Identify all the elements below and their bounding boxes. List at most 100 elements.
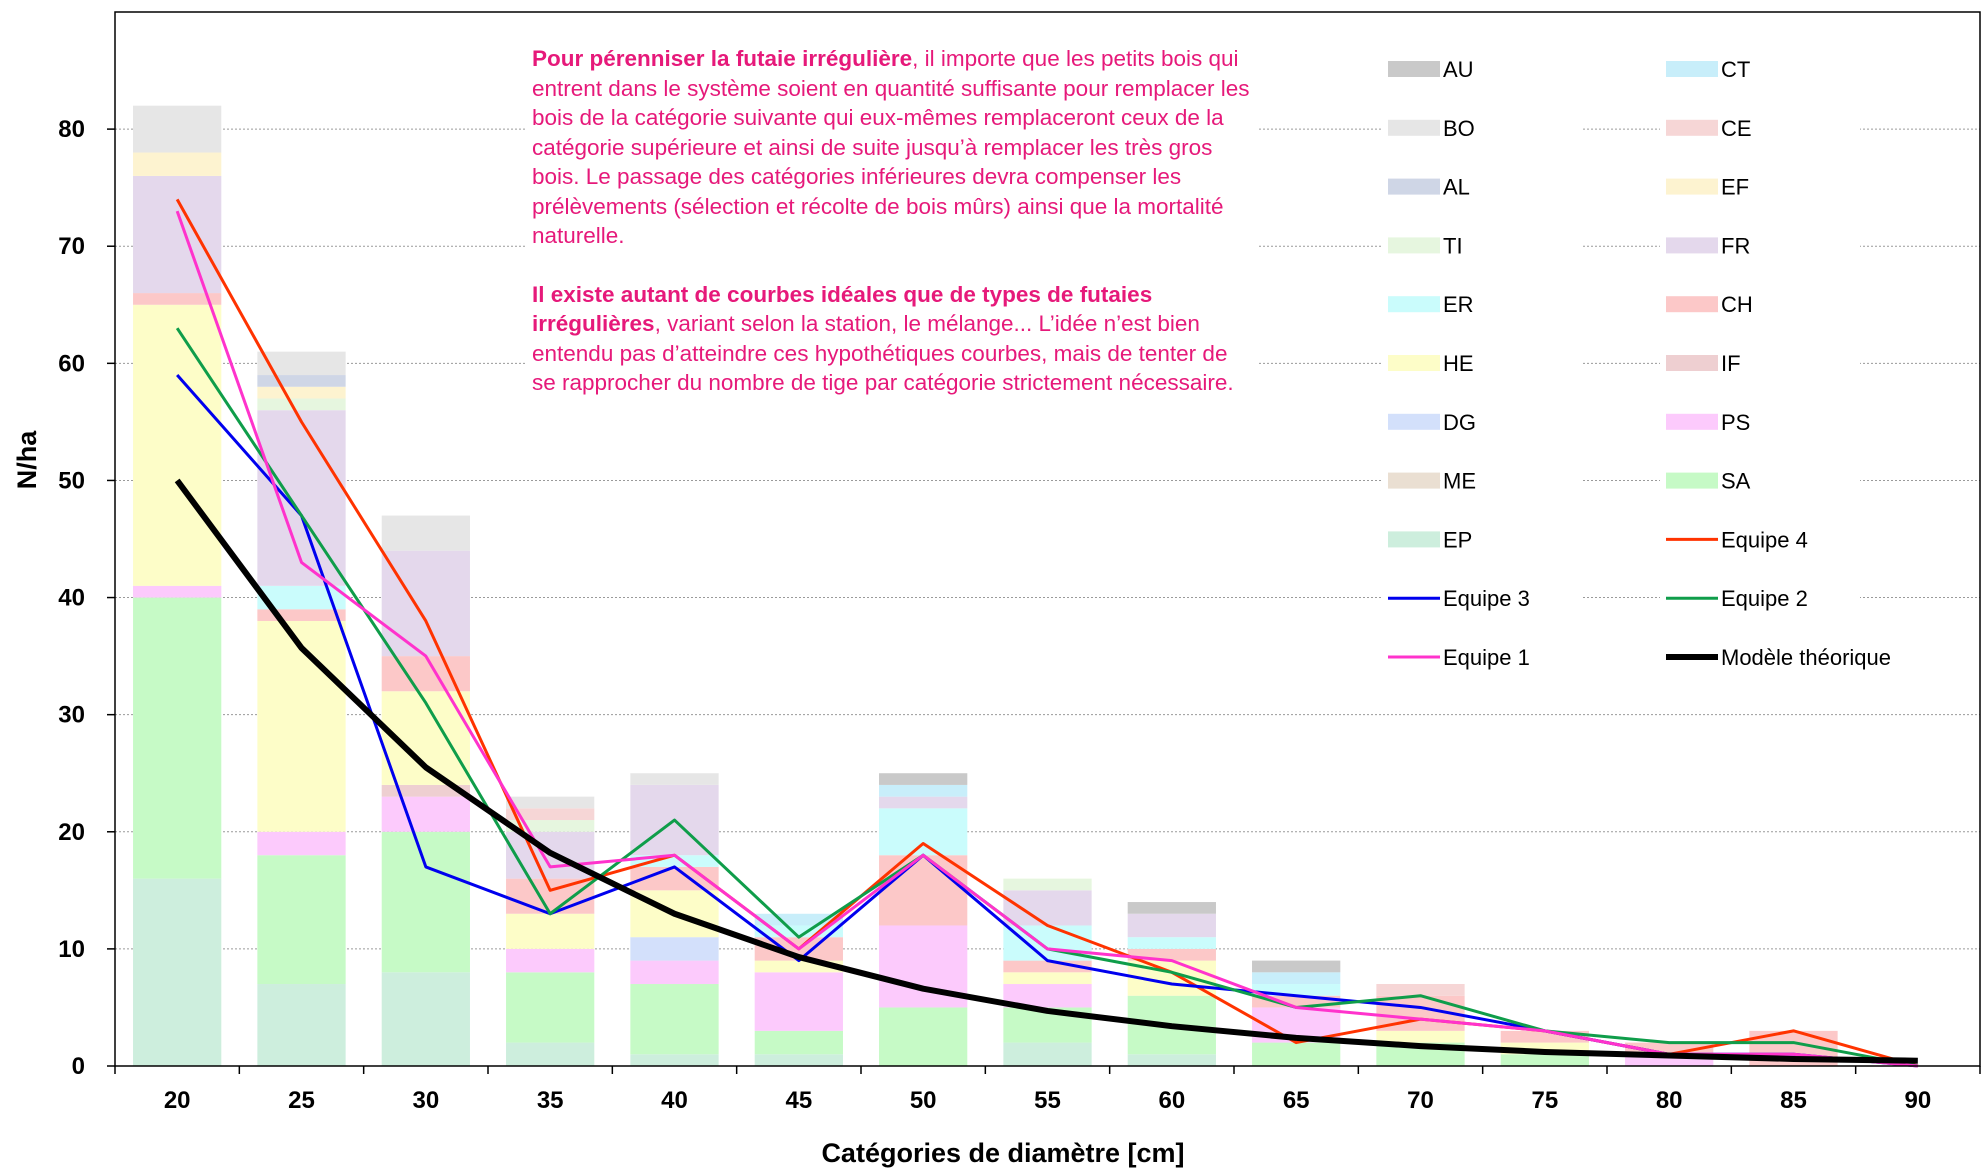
bar-segment-ep-60 (1127, 1054, 1216, 1066)
y-axis-title: N/ha (12, 430, 42, 489)
legend-swatch-ct (1666, 61, 1718, 77)
x-tick-label-65: 65 (1283, 1087, 1310, 1114)
axes: 0 10 20 30 40 50 60 70 80 20 25 30 35 40 45 50 55 60 65 70 7… (58, 11, 1981, 1114)
bar-segment-ep-35 (506, 1042, 595, 1066)
legend-swatch-fr (1666, 237, 1718, 254)
bar-segment-ch-75 (1500, 1030, 1589, 1043)
legend-swatch-ef (1666, 178, 1718, 195)
bar-segment-ef-20 (133, 152, 222, 176)
bar-segment-ps-80 (1625, 1054, 1714, 1066)
legend-label-equipe-4: Equipe 4 (1721, 527, 1808, 552)
y-tick-label-0: 0 (72, 1053, 85, 1080)
bar-segment-he-35 (506, 913, 595, 949)
x-tick-label-75: 75 (1531, 1087, 1558, 1114)
bar-segment-ch-80 (1625, 1042, 1714, 1055)
bar-segment-ti-35 (506, 820, 595, 832)
bar-segment-ps-20 (133, 585, 222, 598)
bar-segment-er-50 (879, 808, 968, 856)
bar-segment-he-70 (1376, 1030, 1465, 1043)
bar-segment-if-30 (381, 784, 470, 797)
legend-label-if: IF (1721, 351, 1741, 376)
x-tick-label-90: 90 (1904, 1087, 1931, 1114)
x-tick-label-35: 35 (537, 1087, 564, 1114)
y-tick-label-30: 30 (58, 702, 85, 729)
legend-label-ce: CE (1721, 116, 1752, 141)
bar-segment-ct-50 (879, 784, 968, 797)
bar-segment-er-25 (257, 585, 346, 610)
x-tick-label-30: 30 (412, 1087, 439, 1114)
bar-segment-he-45 (754, 960, 843, 973)
bar-segment-sa-35 (506, 972, 595, 1043)
bar-segment-sa-45 (754, 1030, 843, 1055)
bar-segment-ps-35 (506, 948, 595, 973)
bar-segment-ce-70 (1376, 984, 1465, 996)
bar-segment-fr-55 (1003, 890, 1092, 926)
bar-segment-ps-55 (1003, 984, 1092, 1008)
x-tick-label-25: 25 (288, 1087, 315, 1114)
bar-segment-au-50 (879, 773, 968, 785)
legend-swatch-ce (1666, 119, 1718, 136)
bar-segment-bo-40 (630, 773, 719, 785)
bar-segment-sa-25 (257, 855, 346, 985)
legend-label-ep: EP (1443, 527, 1472, 552)
legend-label-al: AL (1443, 175, 1470, 200)
stacked-bars (133, 105, 1838, 1066)
legend-swatch-ch (1666, 296, 1718, 313)
bar-segment-ep-25 (257, 984, 346, 1066)
bar-segment-ps-25 (257, 831, 346, 856)
annotation-p2-bold: Il existe autant de courbes idéales que … (532, 281, 1153, 337)
bar-segment-sa-65 (1252, 1042, 1341, 1066)
bar-segment-er-40 (630, 855, 719, 867)
bar-segment-bo-35 (506, 796, 595, 809)
bar-segment-au-65 (1252, 960, 1341, 973)
legend-label-ps: PS (1721, 410, 1750, 435)
bar-segment-fr-30 (381, 550, 470, 657)
legend-label-equipe-1: Equipe 1 (1443, 645, 1530, 670)
bar-segment-ps-45 (754, 972, 843, 1031)
bar-segment-sa-40 (630, 984, 719, 1055)
bar-segment-ce-35 (506, 808, 595, 821)
legend-label-mod-le-th-orique: Modèle théorique (1721, 645, 1891, 670)
legend-swatch-if (1666, 355, 1718, 371)
y-tick-label-20: 20 (58, 819, 85, 846)
bar-segment-sa-30 (381, 831, 470, 973)
legend: AU CT BO CE AL EF TI FR ER CH HE IF DG PS ME SA EP Equipe… (1382, 49, 1891, 677)
y-tick-label-10: 10 (58, 936, 85, 963)
legend-swatch-er (1388, 296, 1440, 313)
legend-label-fr: FR (1721, 233, 1750, 258)
bar-segment-ps-30 (381, 796, 470, 832)
y-tick-label-70: 70 (58, 233, 85, 260)
legend-label-ef: EF (1721, 175, 1749, 200)
line-equipe-1 (175, 210, 1918, 1068)
bar-segment-er-60 (1127, 937, 1216, 949)
x-tick-label-80: 80 (1656, 1087, 1683, 1114)
bar-segment-ti-25 (257, 398, 346, 411)
legend-swatch-me (1388, 472, 1440, 489)
bar-segment-bo-25 (257, 351, 346, 376)
bar-segment-ep-30 (381, 972, 470, 1066)
x-tick-label-55: 55 (1034, 1087, 1061, 1114)
bar-segment-he-55 (1003, 972, 1092, 985)
bar-segment-dg-40 (630, 937, 719, 961)
annotation-box: Pour pérenniser la futaie irrégulière, i… (526, 42, 1258, 429)
bar-segment-ti-55 (1003, 878, 1092, 891)
legend-label-dg: DG (1443, 410, 1476, 435)
x-tick-label-20: 20 (164, 1087, 191, 1114)
annotation-paragraph-1: Pour pérenniser la futaie irrégulière, i… (532, 44, 1252, 251)
bar-segment-ep-45 (754, 1054, 843, 1066)
y-tick-label-40: 40 (58, 585, 85, 612)
legend-label-er: ER (1443, 292, 1474, 317)
bar-segment-er-45 (754, 925, 843, 938)
annotation-p1-text: , il importe que les petits bois qui ent… (532, 46, 1250, 248)
x-tick-label-50: 50 (910, 1087, 937, 1114)
series-lines (174, 198, 1919, 1068)
legend-label-equipe-3: Equipe 3 (1443, 586, 1530, 611)
bar-segment-bo-20 (133, 105, 222, 153)
legend-label-he: HE (1443, 351, 1474, 376)
bar-segment-al-25 (257, 375, 346, 387)
bar-segment-ch-60 (1127, 948, 1216, 961)
bar-segment-ch-25 (257, 609, 346, 621)
x-tick-label-45: 45 (785, 1087, 812, 1114)
x-tick-label-40: 40 (661, 1087, 688, 1114)
